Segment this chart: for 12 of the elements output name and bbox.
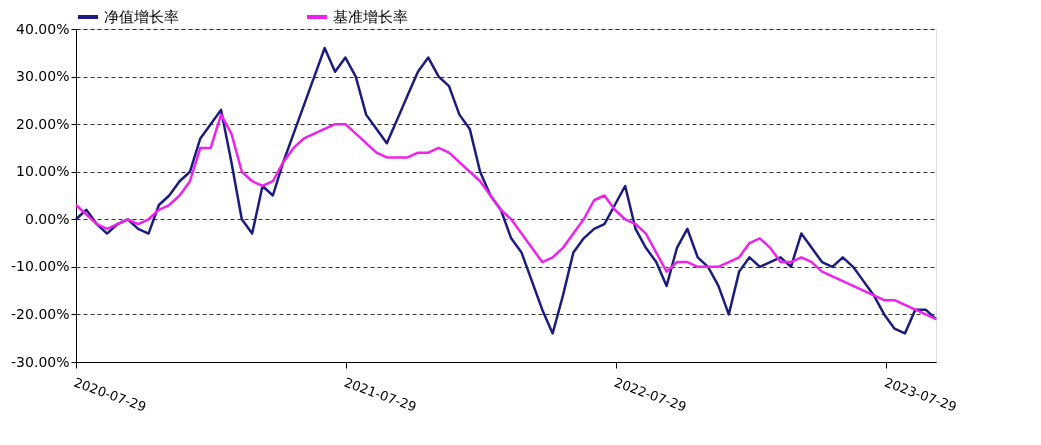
legend-label: 净值增长率 xyxy=(104,8,179,26)
line-series xyxy=(74,113,938,321)
line-series xyxy=(74,46,938,335)
y-tick-label: 30.00% xyxy=(16,68,70,85)
y-tick-label: 20.00% xyxy=(16,115,70,132)
y-tick-label: -20.00% xyxy=(11,305,70,322)
y-tick-label: -30.00% xyxy=(11,353,70,370)
y-tick-label: -10.00% xyxy=(11,258,70,275)
y-tick-label: 10.00% xyxy=(16,163,70,180)
legend-label: 基准增长率 xyxy=(333,8,408,26)
y-tick-label: 40.00% xyxy=(16,20,70,37)
y-tick-label: 0.00% xyxy=(25,210,70,227)
